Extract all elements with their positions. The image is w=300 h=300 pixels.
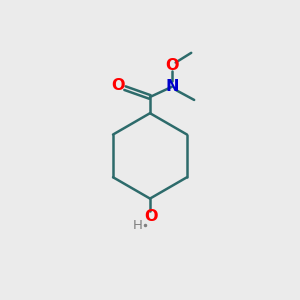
- Text: N: N: [165, 79, 179, 94]
- Text: H: H: [133, 220, 142, 232]
- Text: O: O: [144, 209, 157, 224]
- Text: O: O: [111, 78, 124, 93]
- Text: O: O: [165, 58, 179, 73]
